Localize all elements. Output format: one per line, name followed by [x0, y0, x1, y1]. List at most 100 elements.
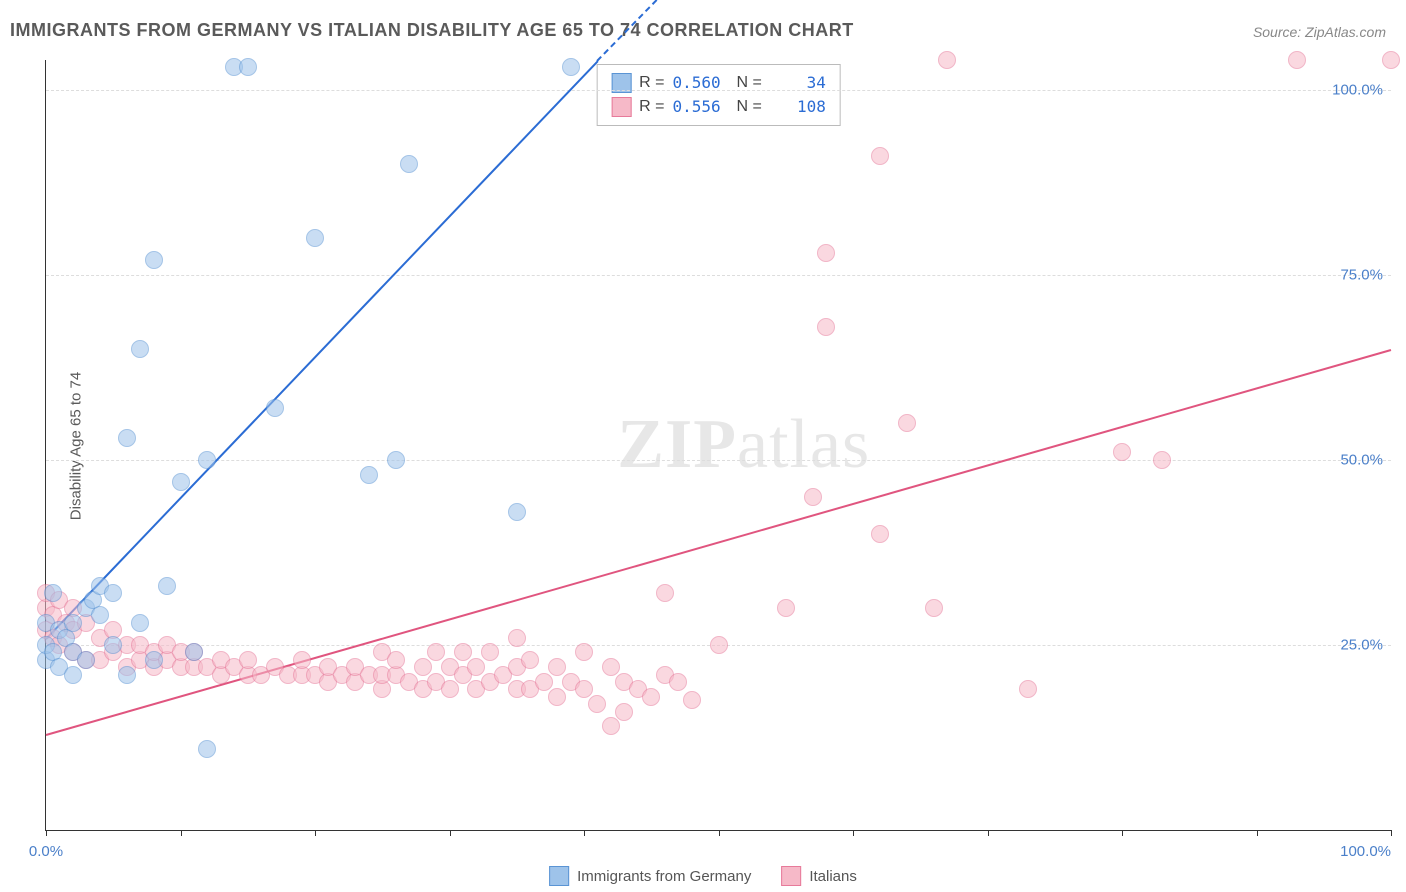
- stats-row-germany: R = 0.560 N = 34: [611, 71, 826, 95]
- data-point-italians: [387, 651, 405, 669]
- data-point-germany: [64, 614, 82, 632]
- x-tick: [719, 830, 720, 836]
- y-tick-label: 100.0%: [1332, 81, 1383, 98]
- chart-title: IMMIGRANTS FROM GERMANY VS ITALIAN DISAB…: [10, 20, 854, 41]
- source-prefix: Source:: [1253, 24, 1305, 40]
- data-point-italians: [871, 147, 889, 165]
- data-point-italians: [575, 680, 593, 698]
- x-tick-label: 100.0%: [1340, 843, 1391, 860]
- data-point-germany: [91, 606, 109, 624]
- data-point-germany: [562, 58, 580, 76]
- x-tick: [1391, 830, 1392, 836]
- watermark: ZIPatlas: [617, 405, 870, 485]
- data-point-italians: [710, 636, 728, 654]
- x-tick: [315, 830, 316, 836]
- data-point-germany: [131, 340, 149, 358]
- data-point-germany: [145, 251, 163, 269]
- stats-row-italians: R = 0.556 N = 108: [611, 95, 826, 119]
- x-tick: [181, 830, 182, 836]
- plot-area: ZIPatlas R = 0.560 N = 34 R = 0.556 N = …: [45, 60, 1391, 831]
- data-point-germany: [198, 451, 216, 469]
- x-tick: [853, 830, 854, 836]
- data-point-italians: [481, 643, 499, 661]
- r-label: R =: [639, 95, 664, 119]
- data-point-italians: [615, 703, 633, 721]
- legend-label-italians: Italians: [809, 868, 857, 885]
- data-point-italians: [1288, 51, 1306, 69]
- gridline: [46, 460, 1391, 461]
- data-point-germany: [104, 636, 122, 654]
- x-tick: [584, 830, 585, 836]
- data-point-germany: [77, 651, 95, 669]
- data-point-germany: [400, 155, 418, 173]
- data-point-italians: [239, 651, 257, 669]
- data-point-germany: [158, 577, 176, 595]
- data-point-germany: [198, 740, 216, 758]
- data-point-germany: [306, 229, 324, 247]
- stats-legend-box: R = 0.560 N = 34 R = 0.556 N = 108: [596, 64, 841, 126]
- data-point-italians: [1153, 451, 1171, 469]
- y-tick-label: 75.0%: [1340, 266, 1383, 283]
- gridline: [46, 90, 1391, 91]
- x-tick: [46, 830, 47, 836]
- data-point-italians: [642, 688, 660, 706]
- data-point-italians: [575, 643, 593, 661]
- data-point-italians: [427, 643, 445, 661]
- data-point-germany: [131, 614, 149, 632]
- data-point-italians: [293, 651, 311, 669]
- legend-label-germany: Immigrants from Germany: [577, 868, 751, 885]
- data-point-germany: [387, 451, 405, 469]
- data-point-italians: [588, 695, 606, 713]
- y-tick-label: 50.0%: [1340, 451, 1383, 468]
- n-label: N =: [737, 71, 762, 95]
- data-point-italians: [535, 673, 553, 691]
- data-point-italians: [1113, 443, 1131, 461]
- source-label-container: Source: ZipAtlas.com: [1253, 24, 1386, 40]
- data-point-italians: [467, 658, 485, 676]
- x-tick-label: 0.0%: [29, 843, 63, 860]
- y-tick-label: 25.0%: [1340, 636, 1383, 653]
- x-tick: [1257, 830, 1258, 836]
- data-point-italians: [804, 488, 822, 506]
- r-value-italians: 0.556: [673, 95, 729, 119]
- data-point-italians: [548, 688, 566, 706]
- legend-item-italians: Italians: [781, 866, 857, 886]
- bottom-legend: Immigrants from Germany Italians: [549, 866, 857, 886]
- data-point-italians: [441, 680, 459, 698]
- data-point-germany: [44, 584, 62, 602]
- swatch-germany-icon: [549, 866, 569, 886]
- data-point-germany: [360, 466, 378, 484]
- data-point-italians: [454, 643, 472, 661]
- data-point-italians: [777, 599, 795, 617]
- data-point-germany: [104, 584, 122, 602]
- r-label: R =: [639, 71, 664, 95]
- data-point-germany: [185, 643, 203, 661]
- data-point-italians: [938, 51, 956, 69]
- data-point-italians: [898, 414, 916, 432]
- swatch-italians: [611, 97, 631, 117]
- data-point-italians: [817, 244, 835, 262]
- x-tick: [450, 830, 451, 836]
- x-tick: [988, 830, 989, 836]
- data-point-germany: [508, 503, 526, 521]
- gridline: [46, 275, 1391, 276]
- data-point-italians: [925, 599, 943, 617]
- swatch-italians-icon: [781, 866, 801, 886]
- x-tick: [1122, 830, 1123, 836]
- data-point-germany: [239, 58, 257, 76]
- chart-container: IMMIGRANTS FROM GERMANY VS ITALIAN DISAB…: [0, 0, 1406, 892]
- source-value: ZipAtlas.com: [1305, 24, 1386, 40]
- data-point-germany: [118, 429, 136, 447]
- data-point-germany: [145, 651, 163, 669]
- data-point-germany: [64, 666, 82, 684]
- n-label: N =: [737, 95, 762, 119]
- data-point-italians: [669, 673, 687, 691]
- r-value-germany: 0.560: [673, 71, 729, 95]
- n-value-italians: 108: [770, 95, 826, 119]
- data-point-italians: [1382, 51, 1400, 69]
- data-point-italians: [656, 584, 674, 602]
- data-point-germany: [172, 473, 190, 491]
- data-point-germany: [118, 666, 136, 684]
- data-point-germany: [266, 399, 284, 417]
- data-point-italians: [508, 629, 526, 647]
